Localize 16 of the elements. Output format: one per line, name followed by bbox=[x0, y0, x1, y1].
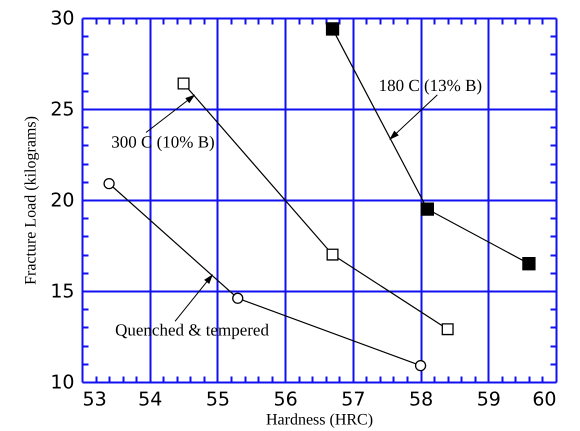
y-tick-label: 10 bbox=[50, 372, 74, 394]
y-tick-label: 25 bbox=[50, 98, 74, 120]
x-tick-label: 60 bbox=[532, 388, 556, 410]
x-axis-title: Hardness (HRC) bbox=[266, 412, 374, 428]
series-label: 180 C (13% B) bbox=[378, 76, 482, 95]
x-tick-label: 53 bbox=[82, 388, 107, 410]
y-axis-title: Fracture Load (kilograms) bbox=[22, 116, 40, 285]
x-tick-label: 56 bbox=[274, 388, 298, 410]
y-tick-label: 15 bbox=[50, 280, 74, 302]
x-tick-label: 59 bbox=[476, 388, 501, 410]
x-tick-label: 55 bbox=[206, 388, 230, 410]
y-tick-label: 30 bbox=[50, 8, 74, 30]
x-tick-label: 58 bbox=[408, 388, 434, 410]
y-tick-label: 20 bbox=[50, 190, 74, 212]
x-tick-label: 54 bbox=[138, 388, 162, 410]
x-tick-label: 57 bbox=[341, 388, 366, 410]
